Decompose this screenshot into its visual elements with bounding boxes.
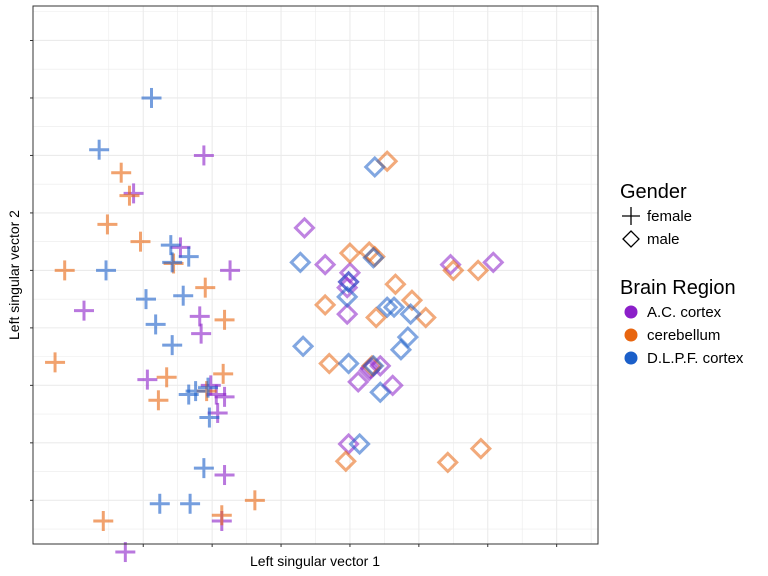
- point-female-a-c-cortex: [191, 323, 212, 344]
- plot-panel-border: [32, 5, 599, 545]
- point-male-d-l-p-f-cortex: [362, 354, 385, 377]
- point-female-a-c-cortex: [214, 386, 235, 407]
- point-female-cerebellum: [195, 277, 216, 298]
- legend-key-male: [622, 230, 640, 248]
- point-female-a-c-cortex: [137, 369, 158, 390]
- legend-key-female: [622, 207, 640, 225]
- point-female-cerebellum: [54, 260, 75, 281]
- point-male-cerebellum: [365, 306, 388, 329]
- point-female-cerebellum: [213, 363, 234, 384]
- point-male-cerebellum: [442, 259, 465, 282]
- point-male-cerebellum: [338, 242, 362, 265]
- point-female-d-l-p-f-cortex: [136, 289, 156, 310]
- point-male-cerebellum: [466, 259, 490, 282]
- legend-title-brain-region: Brain Region: [620, 277, 736, 299]
- point-female-d-l-p-f-cortex: [173, 285, 194, 306]
- point-male-a-c-cortex: [293, 216, 316, 239]
- point-female-a-c-cortex: [170, 237, 191, 258]
- point-male-d-l-p-f-cortex: [336, 285, 359, 308]
- legend-label-d-l-p-f-cortex: D.L.P.F. cortex: [647, 350, 744, 367]
- point-male-d-l-p-f-cortex: [291, 335, 315, 358]
- point-male-cerebellum: [436, 451, 459, 474]
- point-female-a-c-cortex: [207, 402, 228, 423]
- point-male-d-l-p-f-cortex: [389, 338, 413, 361]
- point-female-d-l-p-f-cortex: [198, 377, 219, 398]
- legend-key-a-c-cortex: [624, 305, 638, 319]
- point-female-d-l-p-f-cortex: [193, 458, 214, 479]
- point-female-d-l-p-f-cortex: [162, 252, 183, 273]
- point-male-a-c-cortex: [314, 253, 337, 276]
- point-female-d-l-p-f-cortex: [178, 384, 199, 405]
- point-female-d-l-p-f-cortex: [162, 335, 183, 356]
- point-female-a-c-cortex: [115, 542, 136, 563]
- point-female-cerebellum: [111, 162, 132, 183]
- legend: Gender female male Brain Region A.C. cortex c…: [620, 181, 744, 367]
- point-female-a-c-cortex: [73, 300, 94, 321]
- point-female-cerebellum: [148, 390, 169, 411]
- point-female-a-c-cortex: [189, 306, 210, 327]
- point-male-a-c-cortex: [439, 253, 462, 276]
- point-female-a-c-cortex: [220, 260, 241, 281]
- point-female-d-l-p-f-cortex: [145, 314, 166, 335]
- point-female-cerebellum: [211, 505, 232, 526]
- point-female-d-l-p-f-cortex: [178, 246, 199, 267]
- point-male-d-l-p-f-cortex: [382, 296, 406, 319]
- point-male-d-l-p-f-cortex: [369, 381, 392, 404]
- legend-label-male: male: [647, 231, 680, 248]
- point-female-cerebellum: [97, 214, 118, 235]
- point-female-d-l-p-f-cortex: [160, 235, 181, 256]
- point-female-d-l-p-f-cortex: [149, 493, 170, 514]
- point-male-cerebellum: [414, 306, 437, 329]
- point-male-d-l-p-f-cortex: [376, 296, 399, 319]
- data-points: [45, 87, 505, 563]
- point-male-d-l-p-f-cortex: [399, 302, 422, 326]
- point-male-cerebellum: [334, 450, 357, 473]
- point-male-d-l-p-f-cortex: [337, 352, 360, 375]
- point-male-d-l-p-f-cortex: [362, 246, 385, 269]
- point-female-cerebellum: [244, 490, 265, 511]
- point-male-a-c-cortex: [381, 374, 404, 397]
- point-female-cerebellum: [119, 185, 140, 206]
- point-male-a-c-cortex: [347, 370, 370, 394]
- point-male-cerebellum: [384, 273, 407, 296]
- point-female-a-c-cortex: [193, 145, 214, 166]
- y-axis-title: Left singular vector 2: [6, 210, 22, 340]
- point-male-cerebellum: [469, 437, 492, 460]
- point-male-d-l-p-f-cortex: [363, 155, 386, 179]
- legend-key-d-l-p-f-cortex: [624, 351, 638, 365]
- point-female-cerebellum: [156, 367, 177, 388]
- point-female-d-l-p-f-cortex: [141, 87, 162, 108]
- point-female-d-l-p-f-cortex: [180, 493, 201, 514]
- point-male-cerebellum: [314, 293, 337, 317]
- point-male-d-l-p-f-cortex: [289, 251, 312, 274]
- point-female-cerebellum: [93, 511, 114, 532]
- point-female-a-c-cortex: [123, 183, 144, 204]
- point-male-cerebellum: [318, 352, 341, 375]
- point-female-cerebellum: [130, 231, 151, 252]
- point-female-a-c-cortex: [214, 465, 235, 486]
- legend-label-female: female: [647, 208, 692, 225]
- point-female-d-l-p-f-cortex: [96, 260, 117, 281]
- point-male-cerebellum: [400, 289, 424, 312]
- point-male-d-l-p-f-cortex: [348, 432, 371, 456]
- point-female-cerebellum: [45, 352, 66, 373]
- legend-label-a-c-cortex: A.C. cortex: [647, 304, 722, 321]
- point-male-a-c-cortex: [369, 354, 392, 377]
- legend-label-cerebellum: cerebellum: [647, 327, 720, 344]
- legend-title-gender: Gender: [620, 181, 687, 203]
- point-male-a-c-cortex: [482, 251, 505, 274]
- point-female-d-l-p-f-cortex: [89, 139, 110, 160]
- point-male-cerebellum: [376, 150, 399, 173]
- legend-key-cerebellum: [624, 328, 638, 342]
- point-female-d-l-p-f-cortex: [199, 407, 220, 428]
- point-male-a-c-cortex: [336, 302, 359, 326]
- point-female-cerebellum: [214, 309, 235, 330]
- plot-grid: [30, 6, 598, 547]
- x-axis-title: Left singular vector 1: [250, 553, 380, 569]
